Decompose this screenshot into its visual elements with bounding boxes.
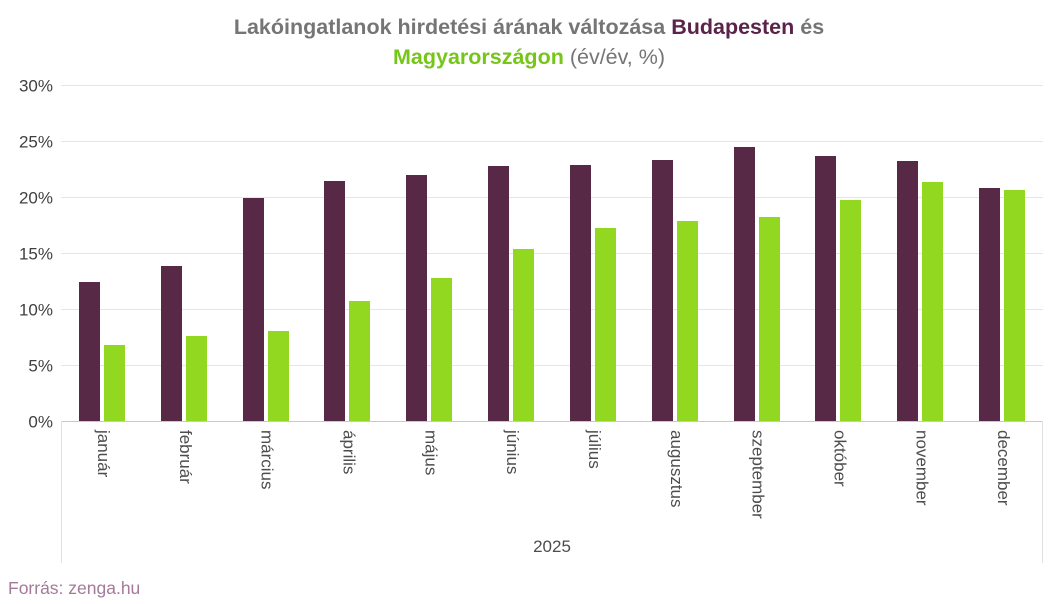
y-axis-tick-label: 10% <box>18 300 53 320</box>
source-attribution: Forrás: zenga.hu <box>8 578 141 598</box>
bar-magyarországon-május[interactable] <box>431 277 453 421</box>
x-axis-label-május: május <box>421 430 441 476</box>
bar-magyarországon-január[interactable] <box>103 344 125 421</box>
gridline: 25% <box>19 133 1043 152</box>
bar-budapesten-április[interactable] <box>324 181 346 421</box>
chart-title: Lakóingatlanok hirdetési árának változás… <box>0 12 1058 72</box>
gridline: 10% <box>19 301 1043 320</box>
x-axis-label-augusztus: augusztus <box>666 430 686 508</box>
bar-budapesten-május[interactable] <box>406 174 428 421</box>
gridline: 15% <box>19 245 1043 264</box>
bar-magyarországon-július[interactable] <box>594 228 616 421</box>
title-highlight-budapest: Budapesten <box>671 15 795 39</box>
bar-group-május <box>388 85 470 421</box>
x-axis-label-július: július <box>584 430 604 469</box>
y-axis-tick-label: 20% <box>18 188 53 208</box>
bar-group-június <box>470 85 552 421</box>
x-axis-label-január: január <box>93 430 113 478</box>
x-axis-label-április: április <box>339 430 359 475</box>
gridline: 5% <box>28 357 1043 376</box>
bar-group-október <box>798 85 880 421</box>
bar-group-július <box>552 85 634 421</box>
bar-group-december <box>961 85 1043 421</box>
x-axis-label-június: június <box>503 430 523 475</box>
x-axis-label-december: december <box>994 430 1014 506</box>
bar-budapesten-szeptember[interactable] <box>733 146 755 421</box>
title-unit-suffix: (év/év, %) <box>569 45 666 69</box>
bar-group-április <box>307 85 389 421</box>
bar-group-január <box>61 85 143 421</box>
y-axis-tick-label: 5% <box>28 356 53 376</box>
gridline: 20% <box>19 189 1043 208</box>
bar-group-február <box>143 85 225 421</box>
bar-group-augusztus <box>634 85 716 421</box>
x-axis-label-október: október <box>830 430 850 487</box>
bar-budapesten-június[interactable] <box>488 165 510 421</box>
bar-budapesten-február[interactable] <box>160 266 182 421</box>
x-axis-baseline: 0% <box>28 413 1043 432</box>
bar-magyarországon-szeptember[interactable] <box>758 217 780 421</box>
x-axis-label-szeptember: szeptember <box>748 430 768 519</box>
plot-area: 30% 25% 20% 15% 10% 5% 0% <box>19 77 1043 432</box>
x-axis-year-label: 2025 <box>533 537 571 556</box>
bar-magyarországon-november[interactable] <box>922 182 944 421</box>
title-highlight-hungary: Magyarországon <box>392 45 564 69</box>
bar-magyarországon-április[interactable] <box>349 301 371 421</box>
bar-magyarországon-december[interactable] <box>1004 190 1026 421</box>
title-conjunction: és <box>800 15 825 39</box>
bar-budapesten-november[interactable] <box>897 161 919 421</box>
x-axis-label-band: január február március április május június jú… <box>61 421 1043 563</box>
y-axis-tick-label: 25% <box>18 132 53 152</box>
bar-budapesten-március[interactable] <box>242 198 264 421</box>
y-axis-tick-label: 15% <box>18 244 53 264</box>
bar-group-november <box>879 85 961 421</box>
bar-magyarországon-március[interactable] <box>267 331 289 421</box>
x-axis-label-november: november <box>912 430 932 506</box>
x-axis-label-március: március <box>257 430 277 490</box>
bar-budapesten-augusztus[interactable] <box>651 160 673 421</box>
bar-group-március <box>225 85 307 421</box>
gridline: 30% <box>19 77 1043 96</box>
bar-budapesten-december[interactable] <box>979 188 1001 421</box>
bar-magyarországon-augusztus[interactable] <box>676 220 698 421</box>
bar-budapesten-július[interactable] <box>569 164 591 421</box>
bar-budapesten-október[interactable] <box>815 155 837 421</box>
bar-magyarországon-február[interactable] <box>185 335 207 421</box>
bar-group-szeptember <box>716 85 798 421</box>
y-axis-tick-label: 30% <box>18 76 53 96</box>
bar-magyarországon-október[interactable] <box>840 200 862 421</box>
bar-budapesten-január[interactable] <box>78 282 100 421</box>
bar-magyarországon-június[interactable] <box>513 248 535 421</box>
y-axis-tick-label: 0% <box>28 412 53 432</box>
x-axis-label-február: február <box>175 430 195 484</box>
title-text-gray: Lakóingatlanok hirdetési árának változás… <box>233 15 666 39</box>
